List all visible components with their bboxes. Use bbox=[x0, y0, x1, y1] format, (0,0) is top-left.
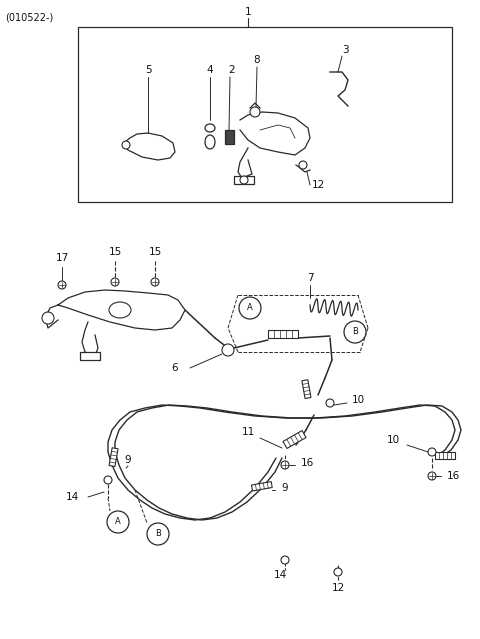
Text: 15: 15 bbox=[108, 247, 121, 257]
Text: 2: 2 bbox=[228, 65, 235, 75]
Circle shape bbox=[58, 281, 66, 289]
Circle shape bbox=[344, 321, 366, 343]
Circle shape bbox=[428, 448, 436, 456]
Circle shape bbox=[111, 278, 119, 286]
Circle shape bbox=[122, 141, 130, 149]
Ellipse shape bbox=[205, 135, 215, 149]
Text: 7: 7 bbox=[307, 273, 313, 283]
Text: A: A bbox=[115, 518, 121, 527]
Circle shape bbox=[334, 568, 342, 576]
Circle shape bbox=[281, 461, 289, 469]
Circle shape bbox=[222, 344, 234, 356]
Text: 8: 8 bbox=[254, 55, 260, 65]
Bar bbox=[225, 130, 234, 144]
Text: 12: 12 bbox=[312, 180, 324, 190]
Text: 12: 12 bbox=[331, 583, 345, 593]
Ellipse shape bbox=[109, 302, 131, 318]
Polygon shape bbox=[302, 380, 311, 399]
Text: 9: 9 bbox=[125, 455, 132, 465]
Circle shape bbox=[104, 476, 112, 484]
Text: 1: 1 bbox=[245, 7, 252, 17]
Bar bbox=[78, 27, 452, 202]
Circle shape bbox=[428, 472, 436, 480]
Circle shape bbox=[281, 556, 289, 564]
Text: 16: 16 bbox=[300, 458, 313, 468]
Text: B: B bbox=[352, 328, 358, 337]
Text: 16: 16 bbox=[446, 471, 460, 481]
Bar bbox=[234, 176, 254, 184]
Text: 17: 17 bbox=[55, 253, 69, 263]
Text: 15: 15 bbox=[148, 247, 162, 257]
Bar bbox=[80, 352, 100, 360]
Text: A: A bbox=[247, 304, 253, 312]
Circle shape bbox=[147, 523, 169, 545]
Circle shape bbox=[240, 176, 248, 184]
Text: 14: 14 bbox=[274, 570, 287, 580]
Ellipse shape bbox=[205, 124, 215, 132]
Text: 14: 14 bbox=[65, 492, 79, 502]
Text: 5: 5 bbox=[144, 65, 151, 75]
Text: 10: 10 bbox=[351, 395, 365, 405]
Text: B: B bbox=[155, 530, 161, 539]
Circle shape bbox=[107, 511, 129, 533]
Text: 4: 4 bbox=[207, 65, 213, 75]
Polygon shape bbox=[252, 482, 272, 491]
Text: (010522-): (010522-) bbox=[5, 12, 53, 22]
Circle shape bbox=[299, 161, 307, 169]
Circle shape bbox=[239, 297, 261, 319]
Text: 9: 9 bbox=[282, 483, 288, 493]
Circle shape bbox=[250, 107, 260, 117]
Circle shape bbox=[42, 312, 54, 324]
Text: 3: 3 bbox=[342, 45, 348, 55]
Polygon shape bbox=[268, 330, 298, 338]
Polygon shape bbox=[109, 448, 118, 466]
Polygon shape bbox=[435, 452, 455, 459]
Circle shape bbox=[151, 278, 159, 286]
Circle shape bbox=[326, 399, 334, 407]
Text: 10: 10 bbox=[386, 435, 399, 445]
Text: 6: 6 bbox=[172, 363, 178, 373]
Text: 11: 11 bbox=[241, 427, 254, 437]
Polygon shape bbox=[283, 431, 306, 449]
